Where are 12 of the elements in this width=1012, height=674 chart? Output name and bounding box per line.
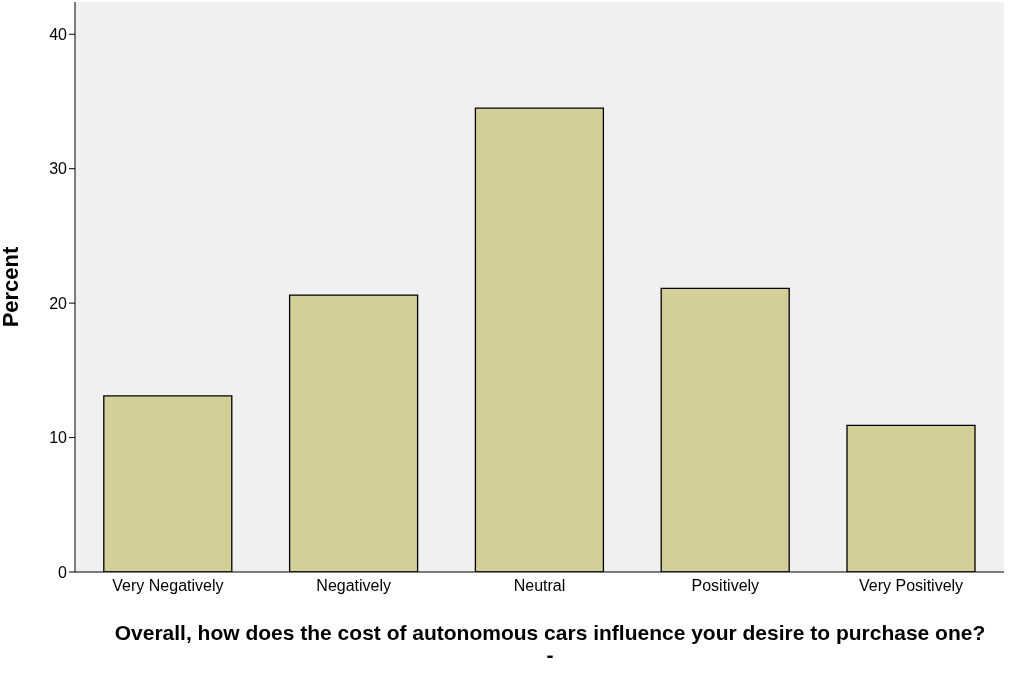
y-tick-label: 30 (49, 160, 68, 178)
x-tick-label: Negatively (316, 577, 392, 595)
x-tick-label: Very Negatively (112, 577, 224, 595)
y-tick-label: 20 (49, 294, 68, 312)
x-axis-title: Overall, how does the cost of autonomous cars influence your desire to purchase one? - (113, 621, 987, 666)
x-tick-label: Very Positively (859, 577, 964, 595)
y-tick-label: 10 (49, 429, 68, 447)
x-tick-label: Positively (691, 577, 760, 595)
x-tick-label: Neutral (513, 577, 566, 595)
y-tick-label: 40 (49, 25, 68, 43)
y-axis-title: Percent (0, 245, 23, 328)
y-tick-label: 0 (58, 563, 68, 581)
